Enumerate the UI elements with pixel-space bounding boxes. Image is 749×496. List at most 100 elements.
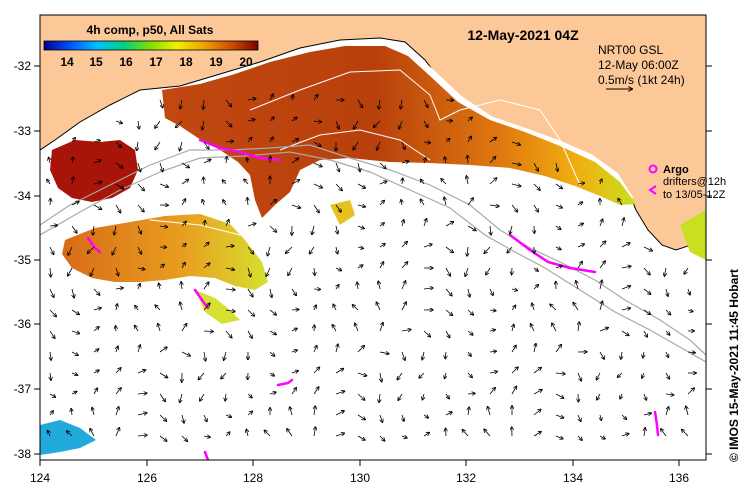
velocity-arrow [577,435,582,440]
velocity-arrow [355,323,359,332]
velocity-arrow [401,351,405,360]
velocity-arrow [138,345,140,353]
sst-warm-band [162,46,636,218]
velocity-arrow [379,201,384,206]
velocity-arrow [600,219,603,227]
velocity-arrow [357,372,367,376]
velocity-arrow [665,394,674,395]
velocity-arrow [68,246,73,255]
velocity-arrow [48,431,50,437]
velocity-arrow [401,141,405,149]
velocity-arrow [489,310,496,311]
velocity-arrow [357,183,365,188]
velocity-arrow [511,306,516,311]
velocity-arrow [292,95,293,101]
velocity-arrow [445,351,446,359]
velocity-arrow [357,414,365,420]
velocity-arrow [49,246,54,254]
velocity-arrow [550,304,557,311]
velocity-arrow [643,267,650,275]
velocity-arrow [180,141,182,151]
velocity-arrow [467,198,473,206]
velocity-arrow [181,244,186,247]
velocity-arrow [374,120,381,127]
lat-tick-label: -36 [14,317,32,331]
velocity-arrow [115,162,123,168]
velocity-arrow [137,268,145,269]
velocity-arrow [621,351,622,359]
velocity-arrow [50,351,51,360]
velocity-arrow [444,197,446,206]
velocity-arrow [466,176,468,185]
bathymetry-200m [40,144,706,356]
velocity-arrow [661,429,667,437]
velocity-arrow [335,162,339,171]
velocity-arrow [181,435,187,441]
velocity-arrow [357,226,364,229]
colorbar-tick-label: 19 [209,55,223,69]
velocity-arrow [336,225,338,234]
velocity-arrow [357,282,358,290]
velocity-arrow [555,414,564,418]
velocity-arrow [137,204,144,212]
velocity-arrow [159,99,163,108]
velocity-arrow [468,407,469,416]
velocity-arrow [424,158,426,164]
velocity-arrow [115,428,119,437]
lon-tick-label: 128 [243,471,263,485]
velocity-arrow [68,267,73,276]
velocity-arrow [423,142,430,143]
velocity-arrow [600,179,602,185]
velocity-arrow [291,288,296,295]
velocity-arrow [467,330,473,335]
colorbar-tick-label: 17 [149,55,163,69]
velocity-arrow [71,409,72,416]
velocity-arrow [643,309,650,314]
velocity-arrow [377,141,381,150]
velocity-arrow [181,351,190,356]
lat-tick-label: -33 [14,124,32,138]
colorbar-tick-label: 16 [119,55,133,69]
velocity-arrow [511,184,521,186]
velocity-arrow [441,179,447,185]
velocity-arrow [379,393,380,402]
velocity-arrow [511,141,520,145]
velocity-vectors [47,94,696,441]
velocity-arrow [335,268,341,271]
velocity-arrow [286,246,293,253]
velocity-arrow [313,367,319,374]
lat-tick-label: -37 [14,382,32,396]
velocity-arrow [225,220,229,227]
velocity-arrow [71,309,79,315]
velocity-arrow [49,225,57,226]
velocity-arrow [269,309,276,315]
velocity-arrow [93,225,94,235]
velocity-arrow [247,224,256,227]
velocity-arrow [155,141,161,150]
velocity-arrow [137,413,147,415]
velocity-arrow [310,246,315,254]
velocity-arrow [621,414,626,419]
velocity-arrow [269,225,276,232]
colorbar-ticks: 14 15 16 17 18 19 20 [60,55,253,69]
velocity-arrow [621,434,629,436]
velocity-arrow [401,242,407,248]
velocity-arrow [50,411,53,416]
velocity-arrow [446,393,449,399]
velocity-arrow [225,141,233,142]
velocity-arrow [247,330,252,338]
velocity-arrow [490,225,491,235]
velocity-arrow [354,120,359,129]
velocity-arrow [357,205,365,207]
velocity-arrow [379,181,387,185]
velocity-arrow [49,330,55,338]
velocity-arrow [93,182,102,184]
velocity-arrow [618,372,623,377]
velocity-arrow [489,388,495,395]
velocity-arrow [684,267,689,274]
velocity-arrow [336,285,339,290]
velocity-arrow [335,183,342,191]
velocity-arrow [313,346,317,353]
sst-eastern-tip [680,210,706,260]
